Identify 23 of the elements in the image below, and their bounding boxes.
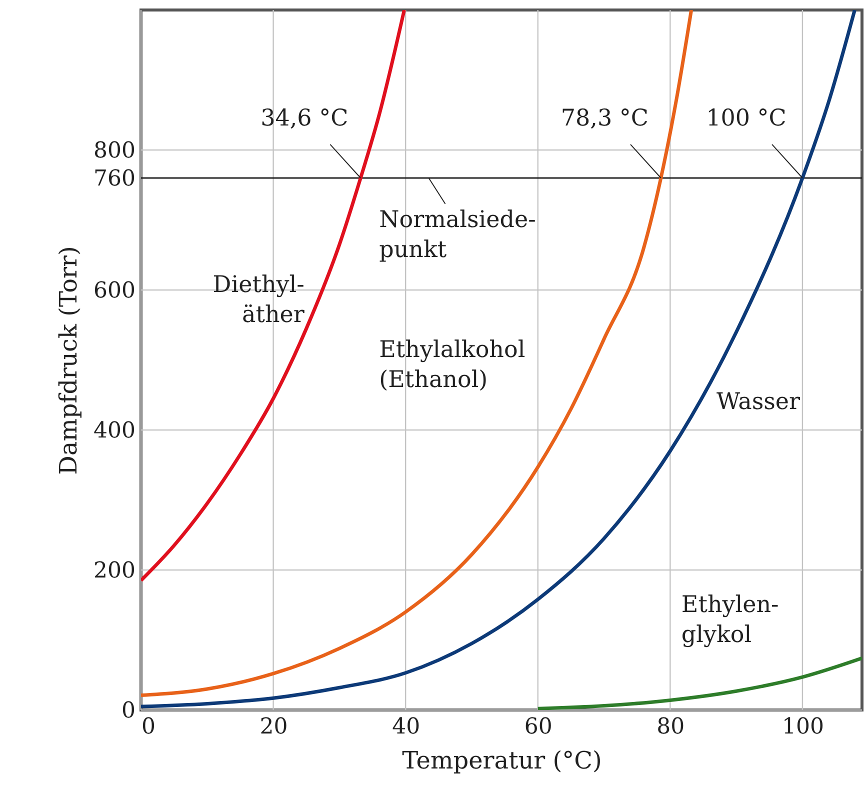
annotation: 100 °C — [706, 106, 786, 132]
series-label: Ethylen- glykol — [681, 592, 779, 648]
y-axis-title: Dampfdruck (Torr) — [54, 246, 83, 475]
line-series — [536, 656, 862, 710]
series-label: Diethyl- äther — [212, 272, 304, 328]
y-tick-label: 800 — [94, 138, 136, 164]
y-tick-label: 600 — [94, 278, 136, 304]
y-tick-label: 760 — [94, 166, 136, 192]
x-tick-label: 100 — [782, 714, 824, 740]
annotation: 34,6 °C — [260, 106, 348, 132]
x-tick-label: 40 — [392, 714, 420, 740]
ref-line-label: Normalsiede- punkt — [379, 206, 536, 263]
text: Ethylalkohol (Ethanol) — [379, 337, 526, 393]
x-tick-label: 0 — [142, 714, 156, 740]
x-axis-title: Temperatur (°C) — [402, 746, 602, 774]
y-tick-label: 200 — [94, 558, 136, 584]
y-tick-label: 400 — [94, 418, 136, 444]
x-tick-label: 20 — [260, 714, 288, 740]
y-tick-label: 0 — [122, 698, 136, 724]
x-tick-label: 80 — [656, 714, 685, 740]
x-tick-label: 60 — [524, 714, 552, 740]
annotation: 78,3 °C — [560, 106, 648, 132]
series-label: Wasser — [716, 388, 800, 415]
